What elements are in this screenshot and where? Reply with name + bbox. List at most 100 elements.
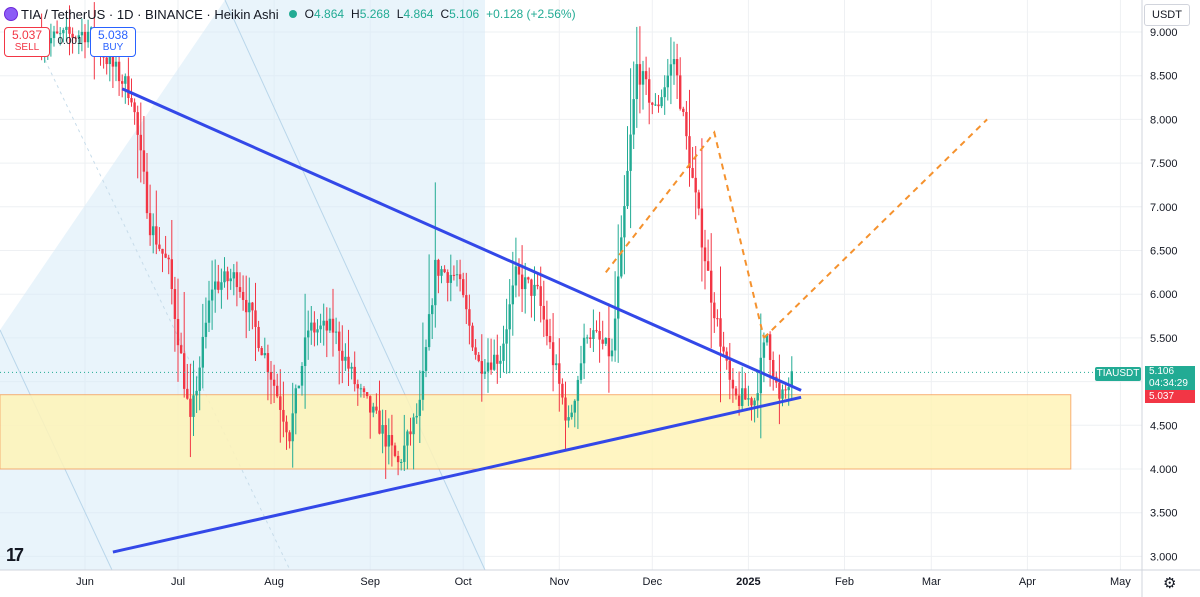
candle-body: [248, 302, 251, 313]
candle-body: [294, 388, 297, 414]
candle-body: [400, 461, 403, 463]
y-tick-label: 5.500: [1150, 333, 1178, 345]
candle-body: [145, 171, 149, 214]
candle-body: [617, 276, 620, 319]
candle-body: [238, 287, 242, 292]
candle-body: [772, 359, 775, 377]
candle-body: [372, 406, 375, 413]
candle-body: [310, 322, 313, 331]
candle-body: [272, 379, 276, 386]
candle-body: [741, 388, 744, 406]
candle-body: [542, 305, 545, 320]
candle-body: [192, 395, 195, 417]
candle-body: [108, 54, 111, 65]
x-tick-label: Nov: [550, 576, 570, 588]
candle-body: [716, 318, 719, 320]
candle-body: [167, 257, 170, 260]
candle-body: [55, 31, 59, 34]
candle-body: [139, 134, 142, 151]
candle-body: [424, 347, 428, 371]
candle-body: [300, 366, 304, 386]
candle-body: [198, 367, 201, 391]
ascending-trendline: [112, 395, 802, 554]
candle-body: [474, 347, 477, 355]
currency-selector[interactable]: USDT: [1144, 4, 1190, 26]
ohlc-readout: O4.864 H5.268 L4.864 C5.106 +0.128 (+2.5…: [304, 7, 576, 21]
candle-body: [195, 390, 198, 396]
candle-body: [130, 98, 133, 103]
candle-body: [756, 393, 759, 401]
candle-body: [210, 289, 214, 301]
y-tick-label: 9.000: [1150, 27, 1178, 39]
candle-body: [598, 330, 601, 340]
symbol-price-label: TIAUSDT: [1095, 367, 1141, 381]
trade-panel: 5.037 SELL 0.001 5.038 BUY: [4, 27, 136, 57]
candle-body: [486, 362, 490, 372]
y-tick-label: 8.000: [1150, 114, 1178, 126]
candle-body: [328, 318, 332, 331]
candle-body: [117, 61, 121, 82]
candle-body: [65, 26, 68, 30]
last-price-tag: 5.106 04:34:29: [1145, 366, 1195, 390]
candle-body: [440, 269, 443, 276]
candle-body: [644, 71, 648, 80]
candle-body: [601, 339, 604, 344]
candle-body: [269, 372, 273, 380]
candle-body: [257, 326, 260, 349]
candle-body: [502, 343, 505, 361]
candle-body: [223, 271, 226, 283]
candle-body: [387, 435, 390, 447]
candle-body: [164, 253, 167, 258]
gear-icon[interactable]: ⚙: [1163, 575, 1177, 592]
candle-body: [241, 291, 245, 300]
candle-body: [536, 284, 539, 287]
candle-body: [396, 455, 400, 463]
candle-body: [713, 302, 716, 319]
channel-upper-line: [224, 0, 486, 571]
projection-path-2: [763, 118, 988, 339]
candle-body: [170, 259, 173, 290]
candle-body: [551, 342, 555, 366]
candle-body: [462, 279, 465, 296]
candle-body: [201, 336, 204, 368]
sell-button[interactable]: 5.037 SELL: [4, 27, 50, 57]
y-tick-label: 8.500: [1150, 71, 1178, 83]
x-tick-label: 2025: [736, 576, 760, 588]
candle-body: [595, 330, 598, 332]
candle-body: [657, 104, 660, 107]
candle-body: [80, 31, 84, 36]
candle-body: [638, 64, 642, 85]
candle-body: [514, 266, 518, 286]
candle-body: [393, 445, 397, 456]
candle-body: [322, 320, 325, 326]
candle-body: [744, 388, 747, 400]
candle-body: [229, 278, 232, 282]
candle-body: [59, 33, 62, 35]
x-tick-label: Jul: [171, 576, 185, 588]
candle-body: [183, 353, 186, 389]
candle-body: [545, 319, 549, 337]
buy-button[interactable]: 5.038 BUY: [90, 27, 136, 57]
tradingview-logo-icon[interactable]: 17: [6, 545, 24, 565]
candle-body: [505, 329, 508, 344]
candle-body: [415, 415, 418, 418]
candle-body: [734, 388, 738, 396]
candle-body: [381, 425, 384, 434]
candle-body: [186, 388, 189, 399]
candle-body: [679, 75, 682, 109]
candle-body: [431, 305, 434, 315]
candle-body: [648, 79, 651, 103]
candle-body: [672, 59, 676, 65]
candle-body: [161, 248, 164, 254]
candle-body: [663, 87, 666, 98]
candle-body: [263, 353, 266, 356]
candle-body: [245, 299, 248, 313]
candle-body: [747, 398, 750, 400]
candle-body: [511, 285, 514, 305]
y-tick-label: 6.500: [1150, 246, 1178, 258]
candle-body: [378, 410, 381, 434]
candle-body: [604, 338, 607, 344]
candle-body: [83, 31, 87, 43]
